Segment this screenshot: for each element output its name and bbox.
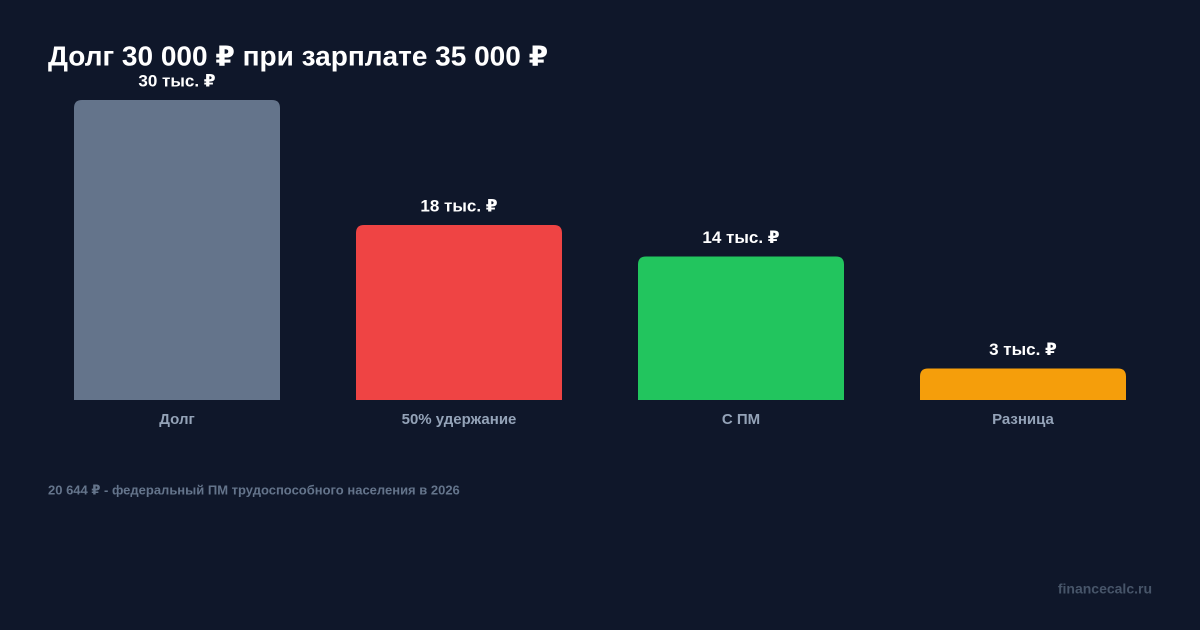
watermark: financecalc.ru xyxy=(1058,581,1152,597)
value-label: 30 тыс. ₽ xyxy=(138,71,215,90)
bar xyxy=(920,368,1126,400)
x-tick-label: С ПМ xyxy=(722,411,760,428)
x-tick-label: 50% удержание xyxy=(402,411,517,428)
value-label: 3 тыс. ₽ xyxy=(989,340,1057,359)
bar xyxy=(638,256,844,400)
x-tick-label: Разница xyxy=(992,411,1054,428)
value-label: 14 тыс. ₽ xyxy=(702,228,779,247)
footnote: 20 644 ₽ - федеральный ПМ трудоспособног… xyxy=(48,482,460,497)
chart-title: Долг 30 000 ₽ при зарплате 35 000 ₽ xyxy=(48,40,548,71)
x-tick-label: Долг xyxy=(159,411,194,428)
value-label: 18 тыс. ₽ xyxy=(420,196,497,215)
bar xyxy=(74,100,280,400)
bar xyxy=(356,225,562,400)
